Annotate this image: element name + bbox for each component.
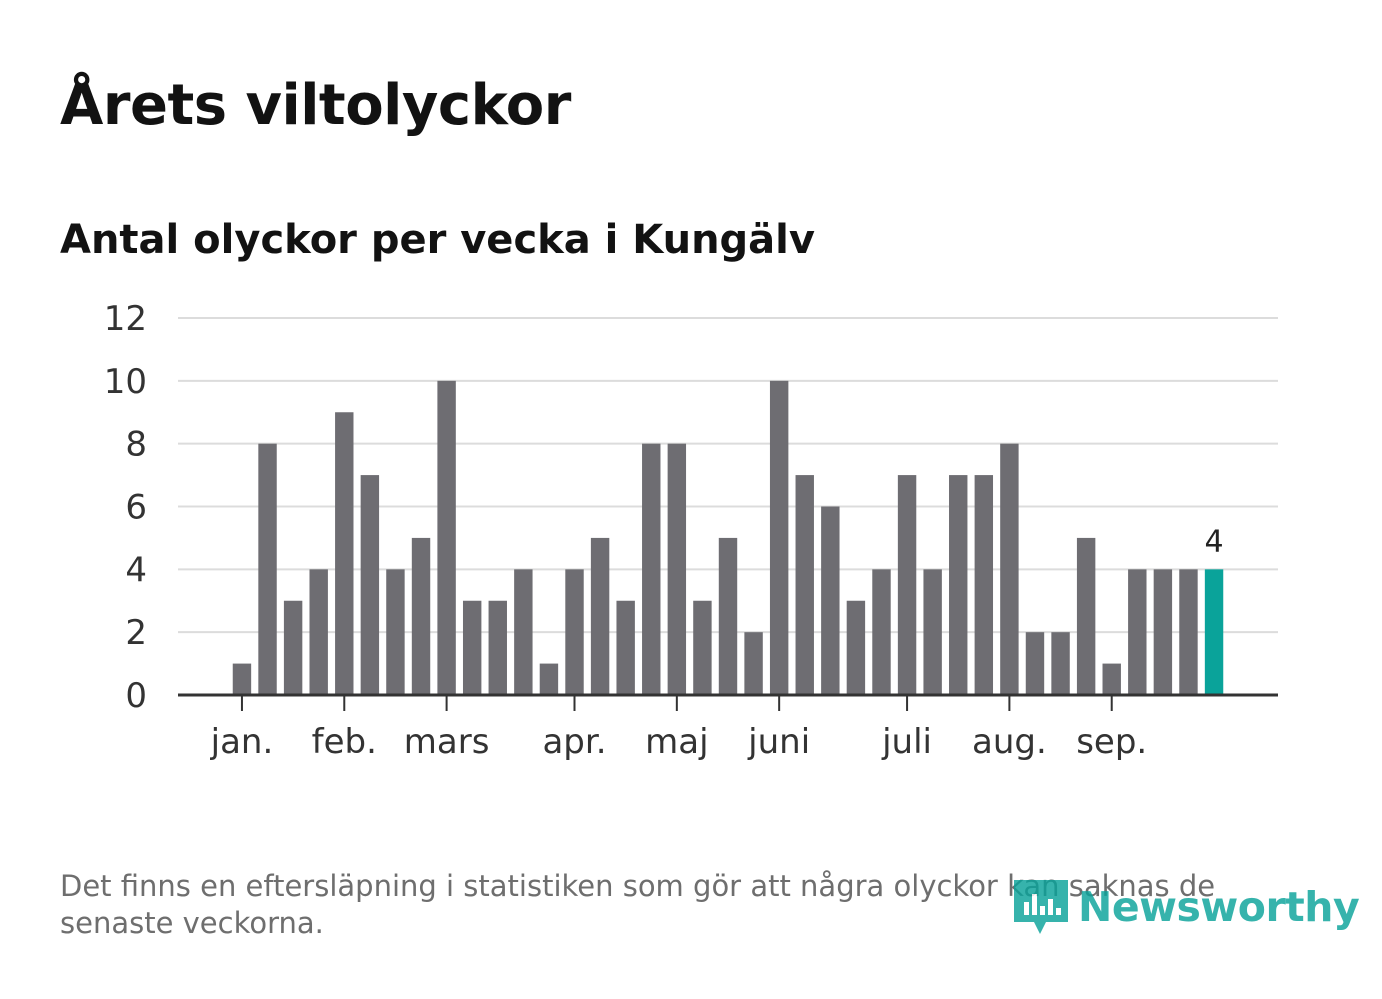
bar (411, 537, 431, 695)
y-axis-labels: 0 2 4 6 8 10 12 (104, 299, 147, 716)
x-tick-label: aug. (972, 722, 1047, 762)
y-tick-label: 4 (125, 550, 147, 590)
last-value-label: 4 (1204, 524, 1223, 559)
y-tick-label: 6 (125, 488, 147, 528)
bar (693, 600, 712, 695)
bar (1076, 537, 1096, 695)
bar (744, 632, 763, 695)
bar (974, 475, 994, 695)
y-tick-label: 0 (125, 676, 147, 716)
bar (642, 443, 661, 695)
bar (1128, 569, 1147, 695)
bar (923, 569, 942, 695)
bar (846, 600, 866, 695)
y-tick-label: 2 (125, 613, 147, 653)
bar (821, 506, 840, 695)
bar (309, 569, 328, 695)
x-tick-label: juni (747, 722, 810, 762)
bar (1153, 569, 1173, 695)
brand-logo: Newsworthy (1010, 872, 1360, 942)
x-tick-label: feb. (312, 722, 377, 762)
bar-latest (1204, 569, 1224, 695)
data-labels: 4 (1204, 524, 1223, 559)
bar (360, 475, 380, 695)
bar (949, 475, 968, 695)
x-tick-label: juli (881, 722, 932, 762)
bar (539, 663, 559, 695)
bar (514, 569, 533, 695)
bars (232, 380, 1224, 695)
bar (897, 475, 917, 695)
bar (565, 569, 584, 695)
bar (1025, 632, 1045, 695)
x-tick-label: sep. (1076, 722, 1147, 762)
bar (769, 380, 789, 695)
bar (1102, 663, 1121, 695)
x-axis: jan. feb. mars apr. maj juni juli aug. sep. (178, 693, 1278, 762)
newsworthy-logo-icon (1010, 872, 1072, 942)
y-tick-label: 8 (125, 425, 147, 465)
bar (1179, 569, 1198, 695)
bar (616, 600, 635, 695)
bar (232, 663, 252, 695)
bar (437, 380, 456, 695)
bar (872, 569, 891, 695)
bar (1051, 632, 1070, 695)
bar (335, 412, 354, 695)
bar (590, 537, 610, 695)
bar (283, 600, 303, 695)
bar (795, 475, 814, 695)
bar (488, 600, 507, 695)
x-tick-label: mars (404, 722, 490, 762)
bar (718, 537, 738, 695)
chart-title: Årets viltolyckor (60, 73, 571, 138)
bar (1000, 443, 1019, 695)
bar (258, 443, 277, 695)
y-tick-label: 10 (104, 362, 147, 402)
y-tick-label: 12 (104, 299, 147, 339)
x-tick-label: maj (645, 722, 708, 762)
bar (386, 569, 405, 695)
bar (462, 600, 482, 695)
x-tick-label: apr. (542, 722, 606, 762)
x-tick-label: jan. (210, 722, 274, 762)
chart-subtitle: Antal olyckor per vecka i Kungälv (60, 217, 815, 263)
bar (667, 443, 687, 695)
brand-name: Newsworthy (1078, 883, 1360, 931)
